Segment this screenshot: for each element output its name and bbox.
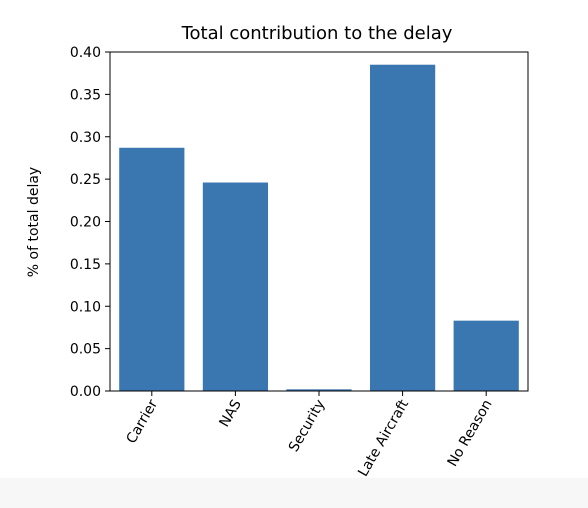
axes-frame [109,51,529,392]
y-tick-label: 0.25 [70,172,101,188]
y-tick-label: 0.00 [70,384,101,400]
y-tick-label: 0.20 [70,215,101,231]
y-tick-label: 0.40 [70,45,101,61]
bottom-strip [0,478,588,508]
bar-nas [202,182,269,391]
y-tick-label: 0.10 [70,299,101,315]
y-tick-label: 0.15 [70,257,101,273]
y-tick-label: 0.05 [70,342,101,358]
bar-late-aircraft [370,64,436,392]
plot-area: 0.00 0.05 0.10 0.15 0.20 0.25 0.30 0.35 0.40 Carr… [70,45,529,478]
bar-no-reason [453,320,519,391]
y-tick-label: 0.35 [70,87,101,103]
y-tick-label: 0.30 [70,130,101,146]
bar-security [286,389,352,391]
x-tick-label: No Reason [445,397,496,470]
chart-title: Total contribution to the delay [181,23,453,44]
x-tick-label: Security [286,397,329,455]
x-tick-label: NAS [217,397,245,430]
y-axis-label: % of total delay [26,167,42,277]
bar-carrier [119,147,185,391]
x-tick-label: Carrier [123,397,161,447]
bar-chart: Total contribution to the delay % of tot… [26,23,529,478]
x-tick-label: Late Aircraft [355,397,412,478]
